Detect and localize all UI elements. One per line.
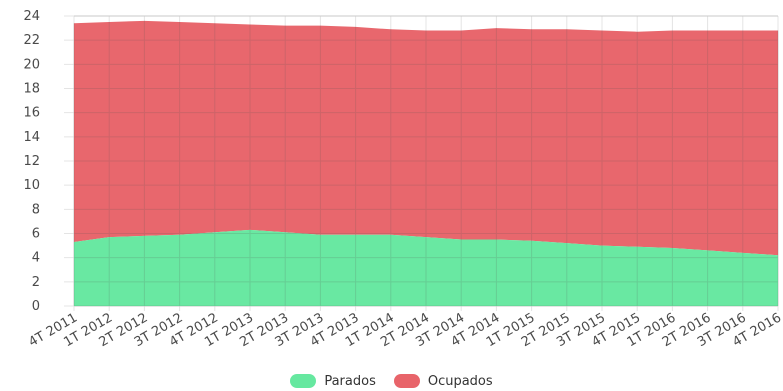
y-tick-label: 0 <box>32 299 40 314</box>
y-tick-label: 12 <box>23 154 40 169</box>
y-tick-label: 14 <box>23 130 40 145</box>
legend-item-parados[interactable]: Parados <box>290 374 376 389</box>
grid-overlay <box>73 15 779 307</box>
y-tick-label: 2 <box>32 275 40 290</box>
y-tick-label: 24 <box>23 9 40 24</box>
y-tick-label: 16 <box>23 106 40 121</box>
legend-label-ocupados: Ocupados <box>427 373 493 389</box>
y-tick-label: 6 <box>32 227 40 242</box>
legend-swatch-parados <box>290 374 317 388</box>
y-tick-label: 22 <box>23 33 40 48</box>
y-tick-label: 8 <box>32 202 40 217</box>
y-tick-label: 18 <box>23 82 40 97</box>
y-tick-label: 10 <box>23 178 40 193</box>
area-ocupados <box>74 20 778 256</box>
legend-swatch-ocupados <box>393 374 420 388</box>
y-tick-label: 20 <box>23 57 40 72</box>
legend: Parados Ocupados <box>0 371 783 391</box>
legend-label-parados: Parados <box>324 373 376 389</box>
area-parados <box>74 229 778 306</box>
y-tick-label: 4 <box>32 251 40 266</box>
legend-item-ocupados[interactable]: Ocupados <box>393 373 493 389</box>
